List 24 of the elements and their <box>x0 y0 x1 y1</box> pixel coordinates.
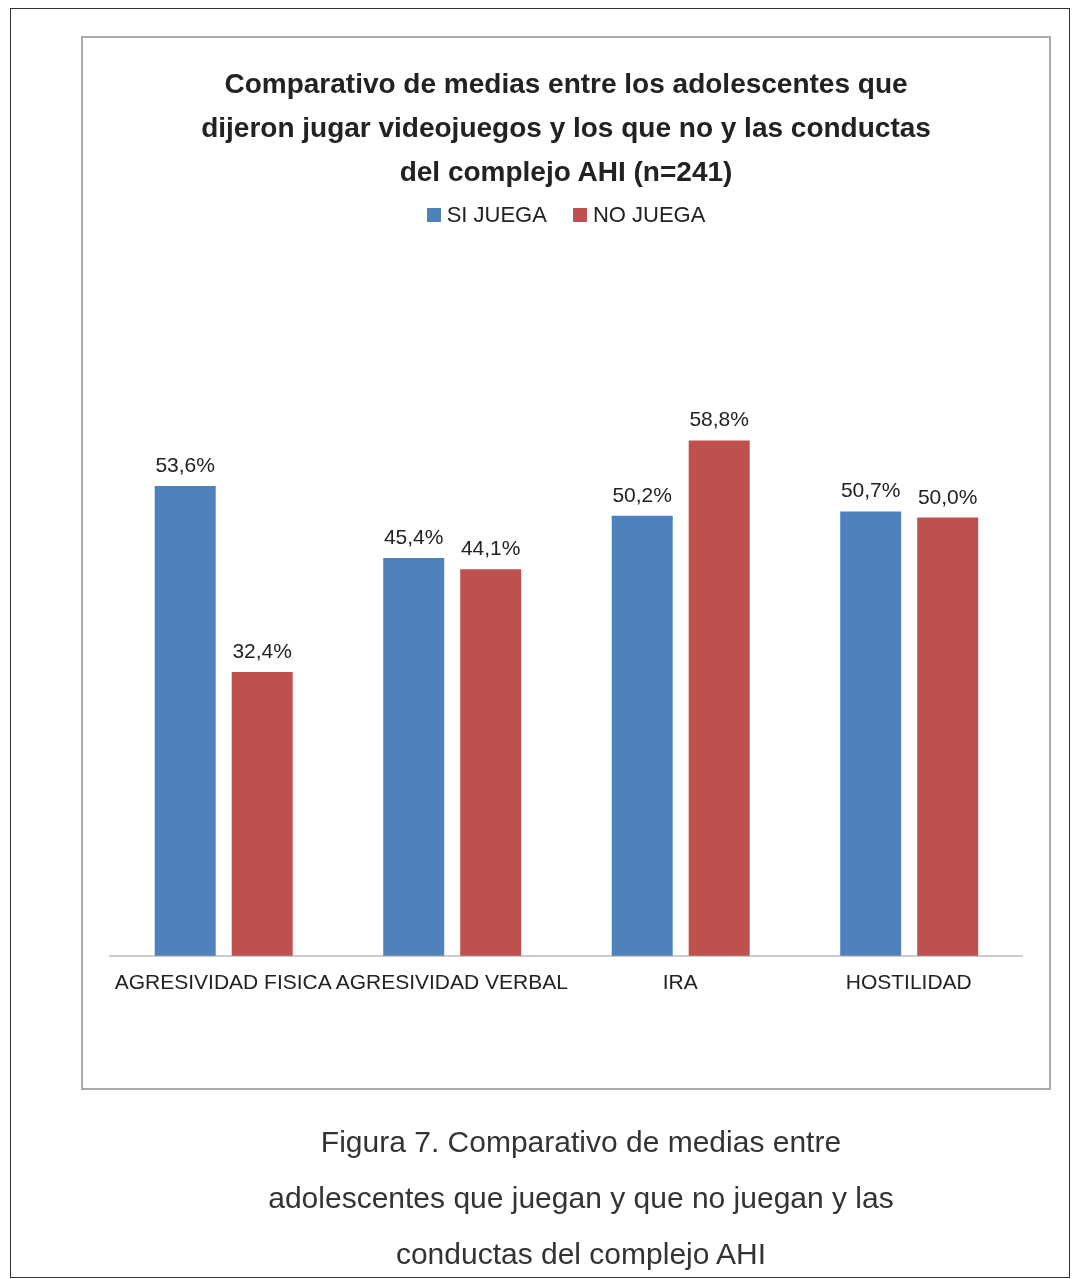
legend-label: NO JUEGA <box>591 202 706 228</box>
data-label: 50,2% <box>612 482 672 506</box>
x-tick-label: AGRESIVIDAD VERBAL <box>335 969 568 993</box>
data-label: 44,1% <box>460 536 521 560</box>
x-tick-label: AGRESIVIDAD FISICA <box>114 969 332 993</box>
bar <box>154 485 216 956</box>
bar <box>231 671 293 956</box>
bar <box>917 517 979 956</box>
data-label: 32,4% <box>232 638 292 662</box>
legend-label: SI JUEGA <box>445 202 547 228</box>
bar <box>460 569 522 956</box>
x-tick-label: IRA <box>662 969 698 993</box>
data-label: 53,6% <box>155 452 215 476</box>
data-label: 50,0% <box>917 484 978 508</box>
bar <box>611 515 673 956</box>
data-label: 58,8% <box>689 407 749 431</box>
x-tick-label: HOSTILIDAD <box>845 969 972 993</box>
text: Figura 7. Comparativo de medias entre adolescentes que juegan y que no juegan y las conductas del complejo AHI <box>267 1124 895 1272</box>
data-label: 50,7% <box>840 478 901 502</box>
chart-title: Comparativo de medias entre los adolescentes que dijeron jugar videojuegos y los que no y las conductas del complejo AHI (n=241) <box>200 67 932 189</box>
bar <box>688 440 750 956</box>
data-label: 45,4% <box>383 524 444 548</box>
bar <box>383 557 445 956</box>
bar <box>840 511 902 956</box>
